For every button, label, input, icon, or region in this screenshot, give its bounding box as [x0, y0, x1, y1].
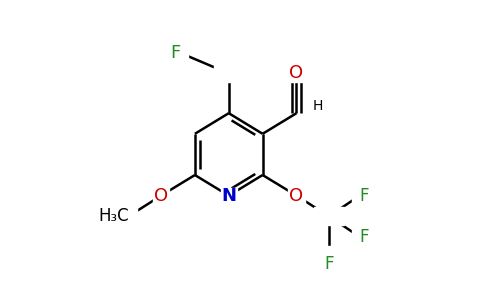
Text: O: O: [289, 64, 303, 82]
Bar: [214, 64, 243, 82]
Bar: [314, 207, 344, 225]
Text: H₃C: H₃C: [98, 207, 129, 225]
Text: O: O: [289, 187, 303, 205]
Text: F: F: [360, 228, 369, 246]
Bar: [221, 188, 237, 204]
Text: F: F: [360, 187, 369, 205]
Bar: [121, 208, 137, 224]
Text: O: O: [154, 187, 168, 205]
Text: F: F: [170, 44, 180, 62]
Bar: [352, 188, 368, 204]
Bar: [172, 45, 188, 61]
Bar: [321, 246, 337, 262]
Bar: [153, 188, 169, 204]
Bar: [288, 188, 304, 204]
Bar: [352, 229, 368, 245]
Bar: [288, 65, 304, 82]
Text: F: F: [324, 254, 333, 272]
Text: N: N: [221, 187, 236, 205]
Text: H: H: [313, 99, 323, 113]
